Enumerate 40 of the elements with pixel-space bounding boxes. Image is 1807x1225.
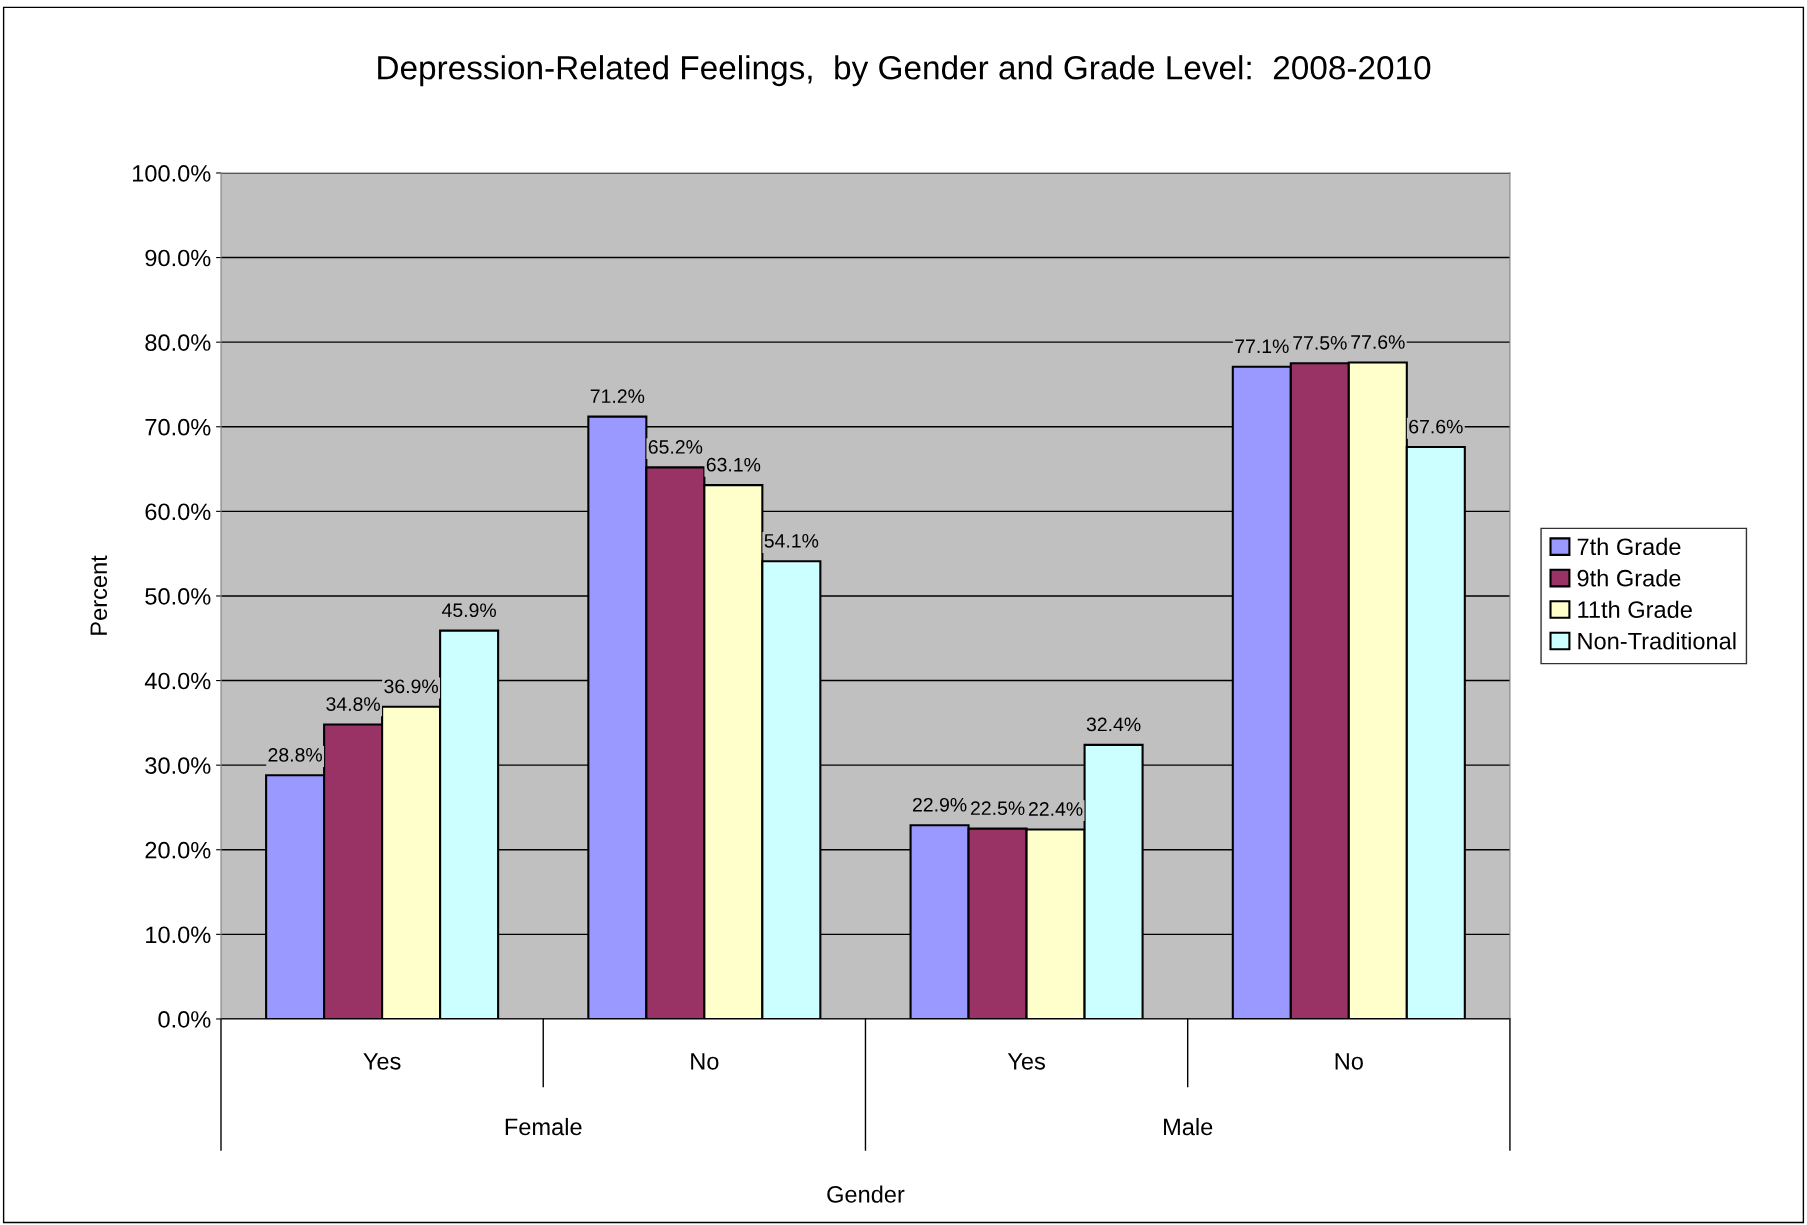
data-label: 63.1% bbox=[706, 457, 761, 472]
y-tick-label: 20.0% bbox=[145, 841, 211, 859]
x-tick-label: No bbox=[1335, 1053, 1363, 1070]
y-tick-label: 30.0% bbox=[145, 757, 211, 774]
y-tick-label: 10.0% bbox=[146, 926, 211, 944]
data-label: 22.4% bbox=[1028, 802, 1083, 816]
data-label: 45.9% bbox=[442, 603, 496, 618]
x-tick-label: Yes bbox=[363, 1053, 401, 1070]
data-label: 77.6% bbox=[1351, 335, 1405, 349]
legend-label: Non-Traditional bbox=[1578, 632, 1736, 650]
y-tick-label: 90.0% bbox=[145, 249, 211, 267]
data-label: 34.8% bbox=[326, 697, 380, 711]
y-tick-label: 0.0% bbox=[158, 1011, 211, 1028]
text: Male bbox=[1164, 1117, 1213, 1136]
data-label: 77.5% bbox=[1293, 336, 1347, 350]
legend-label: 11th Grade bbox=[1578, 600, 1692, 619]
data-label: 28.8% bbox=[268, 747, 322, 762]
x-tick-label: Yes bbox=[1007, 1053, 1045, 1070]
y-tick-label: 40.0% bbox=[144, 672, 211, 690]
x-axis-title: Gender bbox=[827, 1185, 905, 1203]
data-label: 32.4% bbox=[1086, 717, 1141, 732]
legend-label: 7th Grade bbox=[1577, 537, 1681, 556]
data-label: 65.2% bbox=[648, 440, 703, 454]
data-label: 71.2% bbox=[590, 389, 645, 403]
data-label: 77.1% bbox=[1235, 339, 1289, 354]
data-label: 36.9% bbox=[384, 679, 438, 694]
data-label: 67.6% bbox=[1409, 419, 1463, 434]
data-label: 22.9% bbox=[912, 797, 967, 812]
chart-title: Depression-Related Feelings, by Gender and Grade Level: 2008-2010 bbox=[378, 55, 1431, 87]
y-axis-title: Percent bbox=[90, 555, 108, 635]
y-tick-label: 50.0% bbox=[145, 588, 211, 605]
data-label: 22.5% bbox=[970, 801, 1025, 816]
y-tick-label: 60.0% bbox=[145, 503, 211, 521]
legend-label: 9th Grade bbox=[1577, 569, 1681, 587]
data-label: 54.1% bbox=[764, 534, 819, 548]
text: Female bbox=[505, 1117, 582, 1136]
y-tick-label: 80.0% bbox=[145, 334, 211, 351]
y-tick-label: 70.0% bbox=[145, 418, 211, 436]
y-tick-label: 100.0% bbox=[133, 165, 211, 182]
x-tick-label: No bbox=[691, 1053, 719, 1070]
